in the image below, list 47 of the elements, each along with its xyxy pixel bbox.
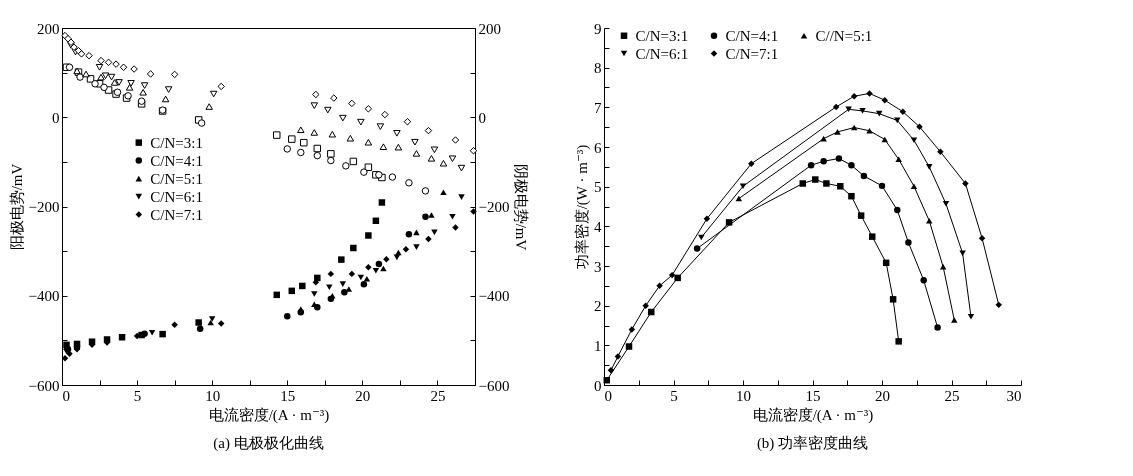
- y2-axis-title: 阴极电势/mV: [513, 163, 530, 251]
- x-tick-label: 5: [133, 387, 142, 404]
- x-tick-label: 25: [944, 387, 960, 404]
- y-tick-label: 0: [52, 109, 60, 126]
- y-tick-label: −200: [28, 199, 60, 215]
- legend-label: C/N=7:1: [150, 206, 203, 223]
- y-tick-label: 8: [594, 60, 602, 77]
- x-tick-label: 5: [670, 387, 678, 404]
- legend-label: C//N=5:1: [815, 27, 873, 44]
- y-tick-label: 9: [594, 20, 602, 37]
- x-tick-label: 30: [1006, 387, 1022, 404]
- legend-label: C/N=5:1: [150, 170, 203, 187]
- x-tick-label: 15: [805, 387, 821, 404]
- y-tick-label: −600: [28, 377, 60, 394]
- y-tick-label: 6: [594, 139, 602, 156]
- x-axis-title: 电流密度/(A · m⁻³): [752, 406, 874, 424]
- text: (b) 功率密度曲线: [756, 435, 869, 452]
- y2-tick-label: −400: [478, 288, 510, 305]
- legend-label: C/N=3:1: [150, 134, 203, 151]
- x-tick-label: 10: [736, 387, 751, 404]
- y-tick-label: 5: [594, 179, 602, 196]
- y2-tick-label: 0: [478, 109, 486, 126]
- legend-label: C/N=4:1: [725, 27, 779, 44]
- x-tick-label: 10: [205, 387, 221, 404]
- y-tick-label: 200: [37, 20, 60, 37]
- legend-label: C/N=6:1: [635, 45, 689, 62]
- x-tick-label: 20: [875, 387, 890, 404]
- y-tick-label: 2: [594, 298, 602, 315]
- legend-label: C/N=6:1: [150, 188, 203, 205]
- y2-tick-label: −200: [478, 199, 510, 215]
- y-tick-label: 3: [594, 258, 602, 275]
- text: (a) 电极极化曲线: [213, 435, 324, 452]
- y-tick-label: 4: [594, 218, 602, 235]
- y-tick-label: 1: [594, 337, 602, 354]
- y2-tick-label: 200: [478, 20, 501, 37]
- x-tick-label: 25: [430, 387, 446, 404]
- legend-label: C/N=7:1: [725, 45, 779, 62]
- x-axis-title: 电流密度/(A · m⁻³): [208, 406, 330, 424]
- legend-label: C/N=4:1: [150, 152, 203, 169]
- y-axis-title: 阳极电势/mV: [8, 163, 25, 251]
- y2-tick-label: −600: [478, 377, 510, 394]
- y-axis-title: 功率密度/(W · m⁻³): [574, 144, 591, 270]
- x-tick-label: 15: [280, 387, 296, 404]
- legend-label: C/N=3:1: [635, 27, 689, 44]
- y-tick-label: −400: [28, 288, 60, 305]
- y-tick-label: 7: [594, 99, 602, 116]
- x-tick-label: 20: [355, 387, 371, 404]
